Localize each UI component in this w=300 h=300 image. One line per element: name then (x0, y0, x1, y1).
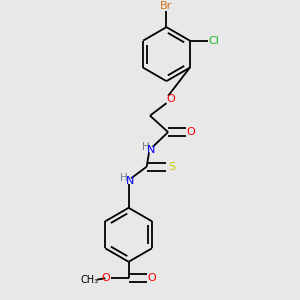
Text: Cl: Cl (208, 36, 219, 46)
Text: CH₃: CH₃ (80, 274, 98, 285)
Text: O: O (166, 94, 175, 104)
Text: O: O (187, 127, 196, 137)
Text: O: O (102, 273, 111, 283)
Text: Br: Br (160, 2, 172, 11)
Text: H: H (142, 142, 150, 152)
Text: O: O (147, 273, 156, 283)
Text: S: S (168, 162, 175, 172)
Text: N: N (147, 145, 155, 154)
Text: H: H (121, 173, 128, 183)
Text: N: N (125, 176, 134, 186)
